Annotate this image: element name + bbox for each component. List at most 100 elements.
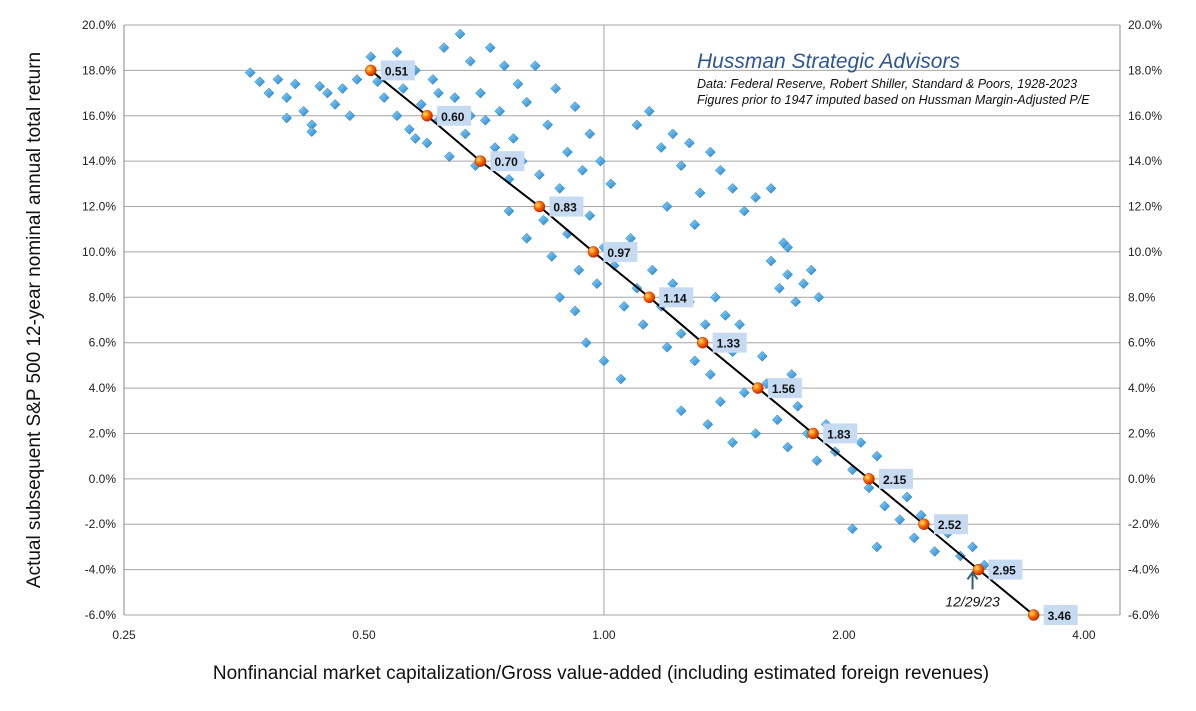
scatter-point: [675, 328, 687, 339]
scatter-point: [546, 251, 558, 262]
scatter-point: [454, 28, 466, 40]
scatter-point: [738, 387, 750, 398]
scatter-point: [689, 219, 701, 231]
fit-point: [474, 155, 487, 167]
fit-point-label: 2.15: [883, 473, 907, 487]
fit-point-label: 2.95: [992, 564, 1016, 578]
scatter-point: [643, 105, 655, 117]
fit-point-label: 0.83: [553, 201, 577, 215]
scatter-point: [484, 42, 496, 54]
scatter-point: [306, 126, 318, 138]
scatter-point: [774, 282, 785, 294]
fit-point: [1027, 609, 1040, 621]
scatter-point: [365, 51, 377, 63]
scatter-point: [615, 373, 627, 385]
x-tick-label: 1.00: [592, 628, 616, 642]
y-tick-label-left: 10.0%: [82, 245, 116, 259]
y-tick-label-right: 6.0%: [1128, 336, 1156, 350]
y-tick-label-right: 16.0%: [1128, 109, 1162, 123]
y-tick-label-right: 4.0%: [1128, 381, 1156, 395]
scatter-point: [244, 67, 256, 79]
fit-label-box: [767, 378, 802, 399]
scatter-point: [538, 214, 549, 226]
scatter-point: [702, 419, 714, 430]
annotation-label: 12/29/23: [945, 593, 1000, 609]
scatter-point: [263, 87, 275, 99]
chart-title: Hussman Strategic Advisors: [697, 50, 960, 73]
y-tick-label-left: 20.0%: [82, 18, 116, 32]
y-tick-label-left: 12.0%: [82, 200, 116, 214]
scatter-point: [391, 46, 403, 58]
scatter-point: [498, 60, 510, 72]
scatter-point: [908, 532, 920, 544]
fit-point-label: 1.56: [772, 382, 796, 396]
fit-point-label: 1.14: [663, 291, 687, 305]
fit-label-box: [659, 287, 694, 308]
y-tick-label-right: 0.0%: [1128, 472, 1156, 486]
fit-label-box: [823, 423, 858, 444]
scatter-point: [792, 400, 804, 412]
scatter-point: [272, 74, 284, 85]
fit-point-label: 0.51: [385, 64, 409, 78]
scatter-point: [705, 146, 716, 158]
scatter-point: [598, 355, 610, 367]
scatter-point: [847, 523, 858, 535]
y-tick-label-left: 8.0%: [89, 290, 117, 304]
fit-label-box: [988, 559, 1023, 580]
scatter-point: [503, 205, 515, 217]
scatter-point: [529, 60, 541, 72]
scatter-point: [727, 437, 738, 448]
scatter-point: [344, 110, 356, 122]
scatter-point: [449, 92, 461, 103]
scatter-point: [475, 87, 486, 99]
fit-point: [587, 246, 600, 258]
y-tick-label-right: -4.0%: [1128, 563, 1160, 577]
scatter-point: [637, 319, 649, 330]
scatter-point: [403, 124, 415, 135]
fit-point-label: 3.46: [1048, 609, 1072, 623]
scatter-point: [550, 83, 562, 94]
scatter-point: [667, 128, 679, 140]
scatter-point: [521, 96, 533, 108]
fit-point-label: 1.33: [717, 337, 741, 351]
scatter-point: [661, 341, 673, 353]
y-tick-label-left: 18.0%: [82, 63, 116, 77]
scatter-point: [811, 455, 823, 467]
scatter-point: [625, 232, 636, 244]
y-tick-label-left: 2.0%: [89, 426, 117, 440]
scatter-point: [562, 146, 573, 158]
fit-line-series: 0.51 0.60 0.70 0.83 0.97 1.14 1.33 1.56 1.83 2.15…: [365, 60, 1078, 625]
scatter-point: [675, 405, 687, 417]
scatter-point: [782, 441, 793, 453]
y-tick-label-left: 4.0%: [89, 381, 117, 395]
scatter-point: [894, 514, 906, 526]
scatter-point: [397, 83, 409, 94]
scatter-point: [705, 369, 716, 380]
fit-point: [696, 336, 709, 349]
scatter-point: [580, 337, 592, 349]
fit-point-label: 1.83: [827, 427, 851, 441]
scatter-point: [750, 428, 762, 439]
gridlines: [124, 24, 1120, 616]
scatter-point: [689, 355, 701, 367]
scatter-point: [786, 369, 798, 380]
annotation: 12/29/23: [945, 570, 1000, 609]
scatter-point: [444, 151, 455, 162]
fit-label-box: [380, 60, 415, 81]
y-tick-label-right: -6.0%: [1128, 608, 1160, 622]
fit-label-box: [549, 196, 584, 217]
fit-point-label: 0.70: [494, 155, 518, 169]
scatter-point: [684, 137, 695, 149]
fit-point-label: 0.97: [607, 246, 631, 260]
scatter-point: [391, 110, 403, 122]
scatter-point: [459, 128, 471, 140]
scatter-point: [438, 42, 450, 54]
scatter-point: [727, 183, 738, 194]
scatter-point: [591, 278, 603, 290]
scatter-point: [778, 237, 789, 249]
scatter-point: [421, 137, 433, 149]
scatter-point: [813, 291, 825, 303]
y-tick-label-right: 18.0%: [1128, 63, 1162, 77]
fit-point: [752, 382, 764, 394]
scatter-point: [573, 264, 585, 276]
